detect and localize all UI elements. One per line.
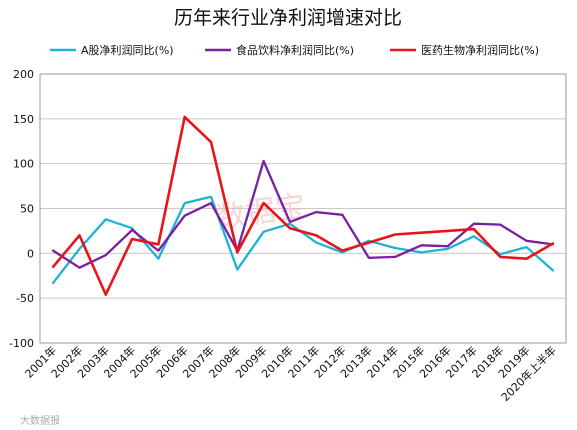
series-lines (51, 115, 555, 296)
y-axis: -100 -50 0 50 100 150 200 (9, 68, 34, 350)
y-tick-label: 50 (20, 203, 34, 216)
legend: A股净利润同比(%) 食品饮料净利润同比(%) 医药生物净利润同比(%) (50, 43, 539, 57)
legend-label: A股净利润同比(%) (81, 43, 174, 57)
y-tick-label: 150 (13, 113, 34, 126)
series-line (51, 159, 555, 269)
y-tick-label: 0 (27, 247, 34, 260)
legend-label: 医药生物净利润同比(%) (421, 43, 539, 57)
y-tick-label: 200 (13, 68, 34, 81)
corner-watermark: 大数据报 (20, 414, 60, 427)
y-tick-label: -50 (16, 292, 34, 305)
x-axis: 2001年2002年2003年2004年2005年2006年2007年2008年… (22, 343, 559, 404)
y-tick-label: 100 (13, 158, 34, 171)
legend-label: 食品饮料净利润同比(%) (236, 43, 354, 57)
grid-lines (39, 73, 567, 344)
y-tick-label: -100 (9, 337, 34, 350)
plot-frame (39, 73, 567, 344)
chart-title: 历年来行业净利润增速对比 (174, 7, 402, 29)
series-line (51, 115, 555, 296)
